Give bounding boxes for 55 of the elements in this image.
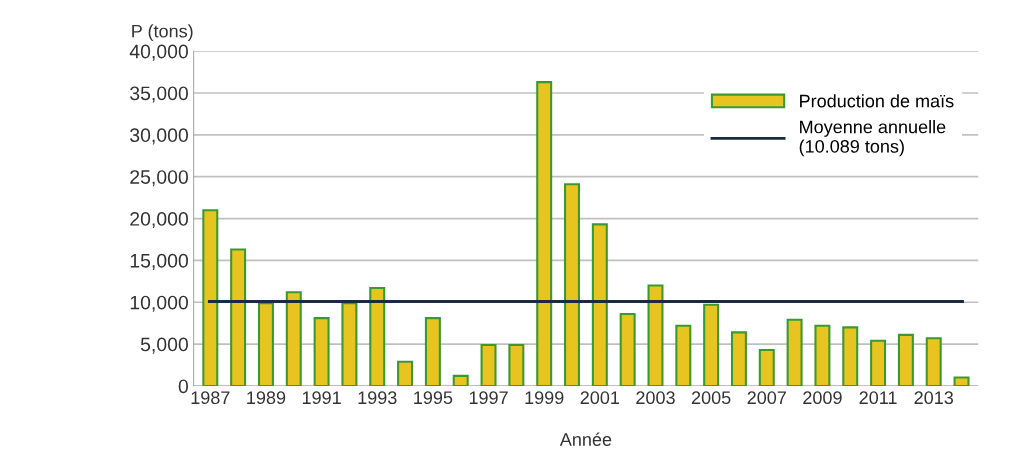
bar bbox=[619, 312, 636, 386]
x-tick-label: 1999 bbox=[525, 391, 564, 405]
bar bbox=[397, 360, 414, 386]
y-tick-label: 5,000 bbox=[140, 337, 188, 354]
y-tick-label: 15,000 bbox=[130, 253, 188, 270]
bar bbox=[591, 223, 608, 386]
x-tick-label: 1989 bbox=[247, 391, 286, 405]
y-tick-label: 35,000 bbox=[130, 86, 188, 103]
x-tick-label: 2001 bbox=[580, 391, 620, 405]
bar bbox=[369, 286, 386, 386]
bar bbox=[953, 376, 970, 386]
bar bbox=[897, 333, 914, 386]
y-axis-title: P (tons) bbox=[132, 24, 193, 42]
x-tick-label: 2009 bbox=[803, 391, 842, 405]
bar bbox=[424, 317, 441, 386]
bar bbox=[703, 303, 720, 386]
bar bbox=[647, 284, 664, 386]
bar bbox=[313, 317, 330, 386]
bar bbox=[786, 318, 803, 386]
bar bbox=[730, 331, 747, 386]
x-tick-label: 2007 bbox=[747, 391, 786, 405]
bar bbox=[842, 326, 859, 386]
y-tick-label: 10,000 bbox=[130, 295, 188, 312]
bar bbox=[230, 248, 247, 386]
x-axis-title: Année bbox=[559, 432, 612, 446]
legend-label: Moyenne annuelle (10.089 tons) bbox=[799, 120, 946, 157]
bar bbox=[675, 324, 692, 386]
bar bbox=[508, 343, 525, 386]
x-tick-label: 1987 bbox=[191, 391, 230, 405]
x-tick-label: 1991 bbox=[302, 391, 341, 405]
x-tick-label: 1993 bbox=[358, 391, 397, 405]
legend-label: Production de maïs bbox=[800, 94, 954, 108]
x-tick-label: 2013 bbox=[914, 391, 954, 405]
bar bbox=[814, 324, 831, 386]
bar bbox=[564, 183, 581, 386]
x-tick-label: 2003 bbox=[636, 391, 675, 405]
bar bbox=[341, 302, 358, 386]
x-tick-label: 1995 bbox=[414, 391, 453, 405]
bar bbox=[202, 209, 219, 386]
y-tick-label: 20,000 bbox=[130, 212, 188, 229]
x-tick-label: 1997 bbox=[469, 391, 508, 405]
bar bbox=[536, 81, 553, 386]
y-tick-label: 40,000 bbox=[129, 44, 188, 61]
y-tick-label: 30,000 bbox=[130, 128, 188, 145]
x-tick-label: 2005 bbox=[691, 391, 731, 405]
bar bbox=[452, 374, 469, 386]
bar bbox=[925, 337, 942, 386]
bar bbox=[257, 302, 274, 386]
bar bbox=[285, 291, 302, 386]
bar bbox=[758, 348, 775, 386]
bar bbox=[480, 343, 497, 386]
y-tick-label: 0 bbox=[178, 379, 188, 394]
bar bbox=[870, 339, 887, 386]
x-tick-label: 2011 bbox=[859, 391, 897, 405]
y-tick-label: 25,000 bbox=[130, 170, 188, 187]
